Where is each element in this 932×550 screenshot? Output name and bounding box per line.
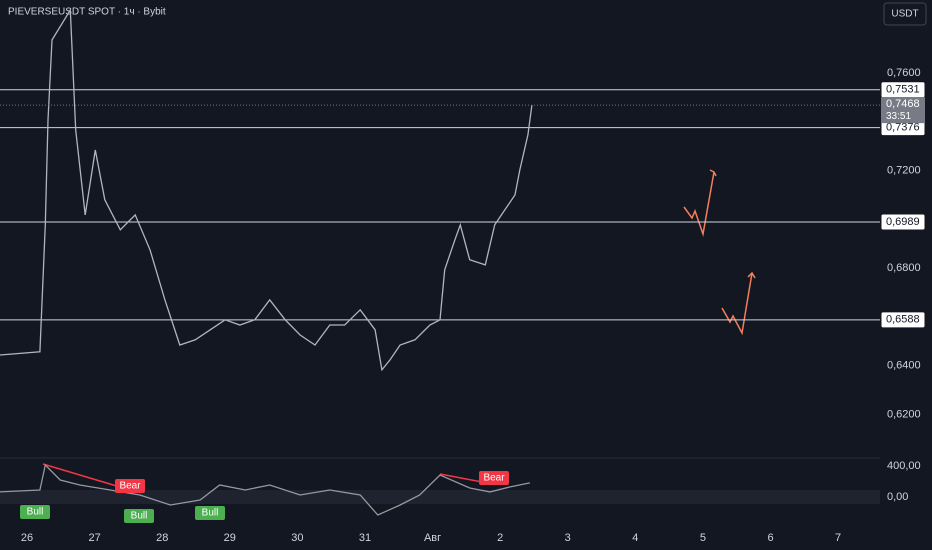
y-tick-label: 0,6200 xyxy=(887,408,921,420)
y-tick-label: 400,00 xyxy=(887,460,921,472)
x-tick-label: 3 xyxy=(565,532,571,544)
y-tick-label: 0,00 xyxy=(887,491,908,503)
divergence-line xyxy=(439,473,483,483)
arrow-head xyxy=(709,169,717,177)
x-tick-label: Авг xyxy=(424,532,441,544)
level-label: 0,6989 xyxy=(886,216,920,228)
arrow-head xyxy=(747,271,756,279)
chart-title: PIEVERSEUSDT SPOT · 1ч · Bybit xyxy=(8,7,166,18)
oscillator-band xyxy=(0,490,880,504)
x-tick-label: 29 xyxy=(224,532,236,544)
arrow-drawing xyxy=(721,272,753,336)
last-price-label: 0,7468 xyxy=(886,98,920,110)
x-tick-label: 28 xyxy=(156,532,168,544)
annotation-badge xyxy=(479,471,509,485)
annotation-label: Bear xyxy=(483,473,505,484)
price-line xyxy=(0,7,533,372)
level-badge xyxy=(880,311,926,329)
y-tick-label: 0,6400 xyxy=(887,360,921,372)
countdown: 33:51 xyxy=(886,111,911,122)
x-tick-label: 7 xyxy=(835,532,841,544)
currency-button[interactable] xyxy=(883,2,927,26)
annotation-label: Bull xyxy=(27,507,44,518)
y-tick-label: 0,7200 xyxy=(887,164,921,176)
x-tick-label: 26 xyxy=(21,532,33,544)
y-tick-label: 0,6800 xyxy=(887,262,921,274)
annotation-badge xyxy=(124,509,154,523)
price-line xyxy=(0,463,531,516)
level-label: 0,7376 xyxy=(886,122,920,134)
annotation-label: Bear xyxy=(119,481,141,492)
annotation-badge xyxy=(115,479,145,493)
divergence-line xyxy=(42,463,121,488)
x-tick-label: 4 xyxy=(632,532,638,544)
annotation-badge xyxy=(20,505,50,519)
x-tick-label: 6 xyxy=(767,532,773,544)
x-tick-label: 27 xyxy=(88,532,100,544)
arrow-drawing xyxy=(683,171,715,237)
level-label: 0,7531 xyxy=(886,84,920,96)
annotation-label: Bull xyxy=(131,511,148,522)
x-tick-label: 30 xyxy=(291,532,303,544)
level-badge xyxy=(880,213,926,231)
x-tick-label: 2 xyxy=(497,532,503,544)
x-tick-label: 31 xyxy=(359,532,371,544)
currency-label: USDT xyxy=(891,9,918,20)
annotation-label: Bull xyxy=(202,508,219,519)
x-tick-label: 5 xyxy=(700,532,706,544)
annotation-badge xyxy=(195,506,225,520)
last-price-badge xyxy=(881,97,925,124)
level-label: 0,6588 xyxy=(886,314,920,326)
y-tick-label: 0,7600 xyxy=(887,67,921,79)
